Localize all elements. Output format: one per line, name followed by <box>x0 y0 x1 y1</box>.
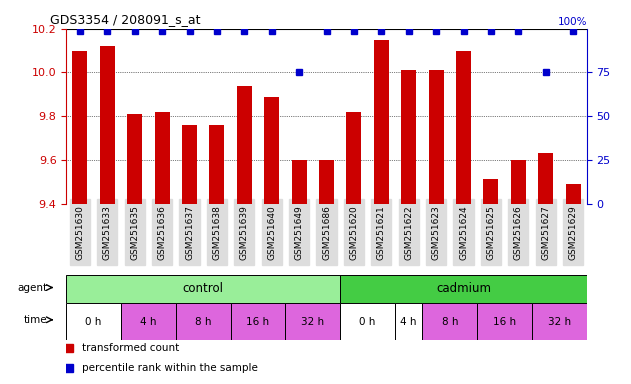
Bar <box>182 125 197 204</box>
Bar <box>66 275 340 303</box>
Bar <box>292 160 307 204</box>
Text: 16 h: 16 h <box>493 316 516 327</box>
Bar <box>477 303 532 340</box>
Bar <box>121 303 176 340</box>
Bar <box>374 40 389 204</box>
Bar <box>340 303 395 340</box>
Bar <box>511 160 526 204</box>
Bar <box>66 303 121 340</box>
Text: time: time <box>24 315 48 325</box>
Bar <box>319 160 334 204</box>
Bar <box>395 303 422 340</box>
Text: 4 h: 4 h <box>401 316 417 327</box>
Text: 0 h: 0 h <box>360 316 376 327</box>
Bar <box>264 96 280 204</box>
Bar <box>422 303 477 340</box>
Text: cadmium: cadmium <box>436 283 491 295</box>
Bar <box>155 112 170 204</box>
Bar <box>401 70 416 204</box>
Bar <box>538 153 553 204</box>
Bar <box>100 46 115 204</box>
Text: 8 h: 8 h <box>442 316 458 327</box>
Bar <box>483 179 498 204</box>
Text: GDS3354 / 208091_s_at: GDS3354 / 208091_s_at <box>50 13 200 26</box>
Text: 32 h: 32 h <box>548 316 571 327</box>
Bar <box>565 184 581 204</box>
Text: agent: agent <box>18 283 48 293</box>
Bar <box>176 303 231 340</box>
Bar <box>285 303 340 340</box>
Text: control: control <box>183 283 224 295</box>
Bar <box>428 70 444 204</box>
Text: 0 h: 0 h <box>85 316 102 327</box>
Bar <box>340 275 587 303</box>
Bar <box>73 51 88 204</box>
Bar <box>532 303 587 340</box>
Text: 16 h: 16 h <box>247 316 269 327</box>
Text: percentile rank within the sample: percentile rank within the sample <box>82 363 257 373</box>
Bar <box>231 303 285 340</box>
Text: 32 h: 32 h <box>301 316 324 327</box>
Text: 8 h: 8 h <box>195 316 211 327</box>
Bar <box>237 86 252 204</box>
Bar <box>209 125 225 204</box>
Bar <box>127 114 142 204</box>
Bar <box>456 51 471 204</box>
Text: 100%: 100% <box>557 17 587 27</box>
Bar <box>346 112 362 204</box>
Text: transformed count: transformed count <box>82 343 179 353</box>
Text: 4 h: 4 h <box>140 316 156 327</box>
